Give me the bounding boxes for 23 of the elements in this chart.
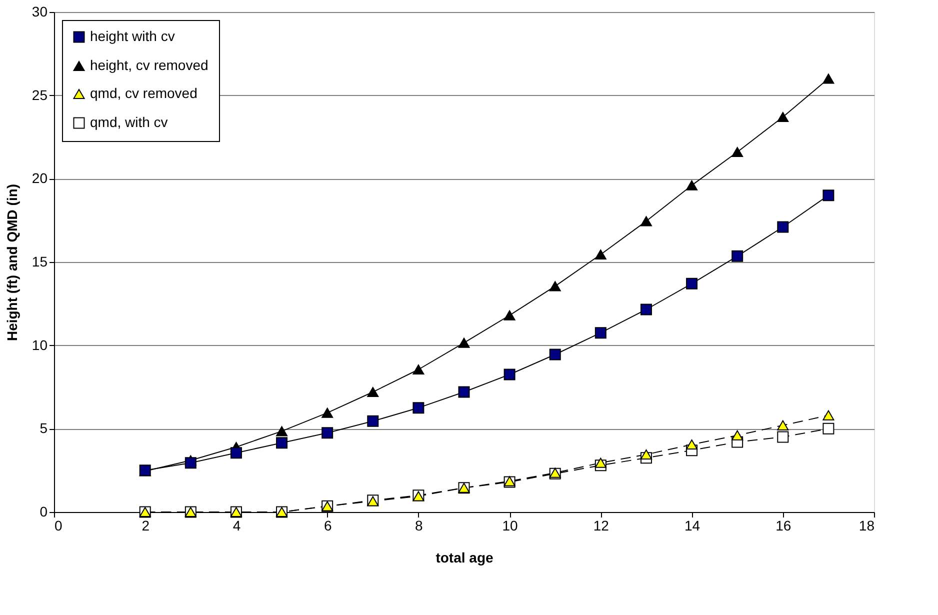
y-tick-label: 15 [32, 254, 48, 270]
legend-label: height with cv [90, 28, 175, 44]
x-axis-title: total age [436, 550, 494, 566]
y-tick-label: 25 [32, 86, 48, 103]
y-tick-label: 0 [40, 504, 48, 520]
x-tick-label: 4 [232, 518, 241, 534]
x-tick-label: 0 [54, 518, 62, 534]
y-tick-label: 20 [32, 170, 48, 186]
y-tick-label: 5 [40, 420, 48, 436]
x-tick-label: 18 [858, 518, 875, 534]
y-tick-label: 10 [32, 336, 48, 353]
x-tick-label: 16 [776, 518, 792, 534]
legend-label: qmd, cv removed [90, 85, 198, 101]
x-tick-label: 8 [415, 518, 424, 534]
x-tick-label: 2 [142, 518, 150, 534]
y-tick-label: 30 [32, 4, 48, 20]
y-axis-title: Height (ft) and QMD (in) [4, 184, 20, 342]
x-tick-label: 6 [324, 518, 332, 534]
legend-label: qmd, with cv [90, 114, 168, 130]
x-tick-label: 10 [502, 518, 518, 534]
legend-label: height, cv removed [90, 57, 208, 73]
x-tick-label: 14 [684, 518, 700, 534]
x-tick-label: 12 [593, 518, 610, 534]
